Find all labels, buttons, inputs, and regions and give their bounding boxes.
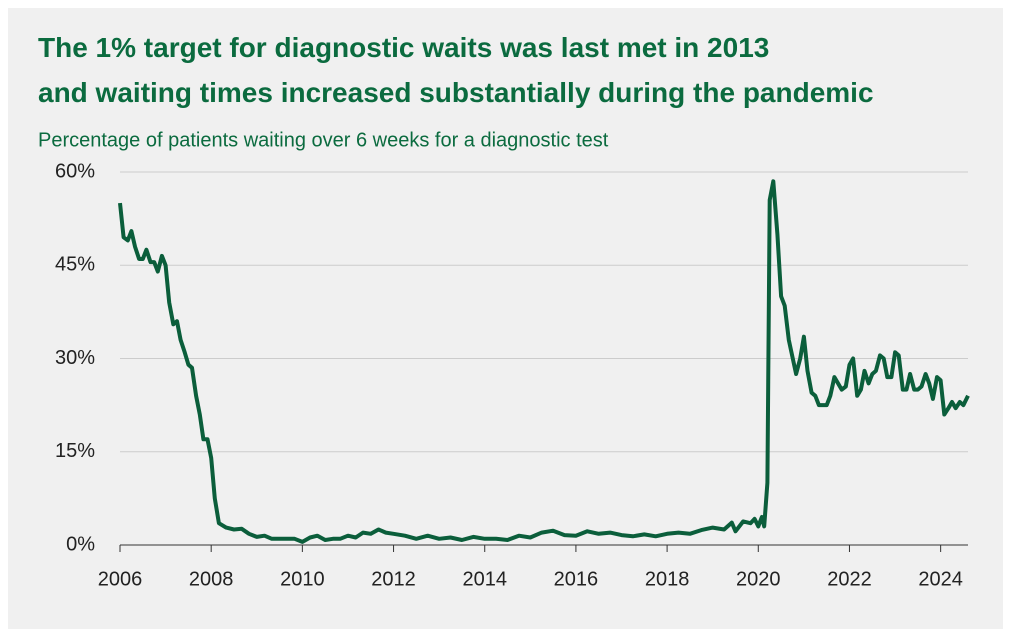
y-tick-label: 60% [55,160,95,182]
y-tick-label: 15% [55,440,95,462]
y-tick-label: 30% [55,347,95,369]
x-tick-label: 2020 [736,568,781,590]
x-tick-label: 2014 [462,568,507,590]
x-tick-label: 2022 [827,568,872,590]
y-tick-label: 45% [55,254,95,276]
x-tick-label: 2010 [280,568,325,590]
chart-title: The 1% target for diagnostic waits was l… [38,32,874,108]
x-tick-label: 2012 [371,568,416,590]
chart-subtitle: Percentage of patients waiting over 6 we… [38,129,609,151]
x-tick-label: 2016 [554,568,599,590]
x-tick-label: 2006 [98,568,143,590]
x-tick-label: 2018 [645,568,690,590]
x-tick-label: 2024 [918,568,963,590]
y-tick-label: 0% [66,533,95,555]
x-tick-label: 2008 [189,568,234,590]
data-line [118,179,970,544]
